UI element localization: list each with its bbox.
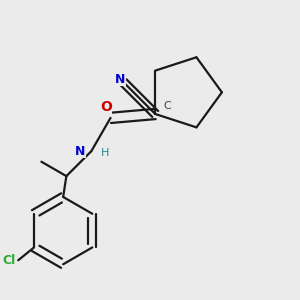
Text: Cl: Cl: [2, 254, 15, 267]
Text: O: O: [100, 100, 112, 114]
Text: N: N: [75, 145, 85, 158]
Text: H: H: [101, 148, 109, 158]
Text: C: C: [163, 101, 171, 111]
Text: N: N: [115, 73, 125, 85]
